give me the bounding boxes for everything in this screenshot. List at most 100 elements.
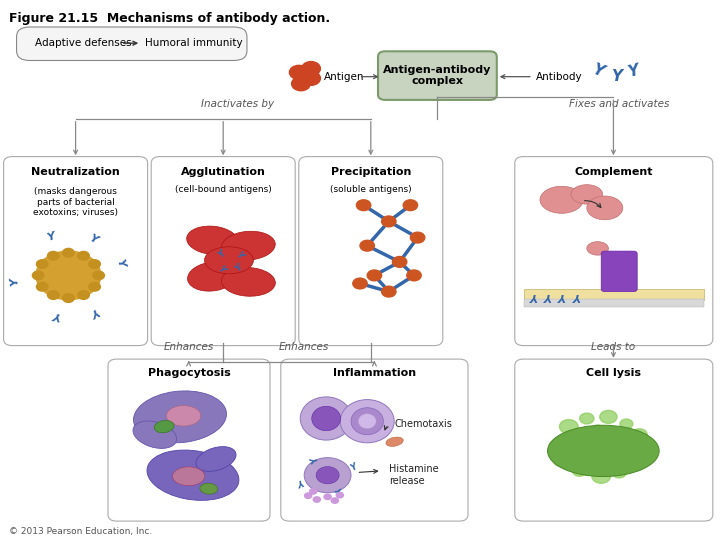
Ellipse shape xyxy=(222,231,275,260)
Circle shape xyxy=(356,200,371,211)
Circle shape xyxy=(353,278,367,289)
FancyBboxPatch shape xyxy=(4,157,148,346)
Circle shape xyxy=(620,419,633,429)
Circle shape xyxy=(382,216,396,227)
Ellipse shape xyxy=(351,408,383,435)
Circle shape xyxy=(36,251,101,300)
Circle shape xyxy=(89,260,100,268)
Circle shape xyxy=(549,441,562,450)
FancyBboxPatch shape xyxy=(601,251,637,292)
Text: Y: Y xyxy=(590,61,606,79)
Bar xyxy=(524,299,704,307)
Text: Y: Y xyxy=(572,291,580,301)
Circle shape xyxy=(336,492,343,498)
Text: Fixes and activates: Fixes and activates xyxy=(569,99,670,109)
Circle shape xyxy=(613,428,625,436)
Text: Figure 21.15  Mechanisms of antibody action.: Figure 21.15 Mechanisms of antibody acti… xyxy=(9,12,330,25)
Circle shape xyxy=(612,467,626,478)
Circle shape xyxy=(37,260,48,268)
Circle shape xyxy=(592,425,603,434)
Circle shape xyxy=(572,465,587,476)
Ellipse shape xyxy=(540,186,583,213)
Circle shape xyxy=(32,271,44,280)
Circle shape xyxy=(48,252,59,260)
Ellipse shape xyxy=(200,483,217,494)
Text: © 2013 Pearson Education, Inc.: © 2013 Pearson Education, Inc. xyxy=(9,526,153,536)
FancyBboxPatch shape xyxy=(281,359,468,521)
Text: Y: Y xyxy=(52,309,62,321)
Bar xyxy=(524,289,704,300)
Ellipse shape xyxy=(571,185,603,204)
Ellipse shape xyxy=(548,426,660,476)
Circle shape xyxy=(310,489,317,494)
Circle shape xyxy=(580,413,594,424)
Text: Y: Y xyxy=(216,248,228,259)
Ellipse shape xyxy=(133,391,227,443)
Text: Y: Y xyxy=(310,455,320,464)
Text: Humoral immunity: Humoral immunity xyxy=(145,38,243,48)
Text: Y: Y xyxy=(611,69,622,84)
Ellipse shape xyxy=(154,421,174,433)
Circle shape xyxy=(63,248,74,257)
FancyBboxPatch shape xyxy=(515,359,713,521)
Text: Y: Y xyxy=(233,263,245,274)
Text: Leads to: Leads to xyxy=(591,342,636,352)
Circle shape xyxy=(559,420,578,434)
Text: Y: Y xyxy=(88,305,99,318)
Circle shape xyxy=(324,494,331,500)
Text: Chemotaxis: Chemotaxis xyxy=(395,419,452,429)
Text: Neutralization: Neutralization xyxy=(31,167,120,178)
Circle shape xyxy=(331,498,338,503)
Circle shape xyxy=(305,493,312,498)
Text: Y: Y xyxy=(294,476,304,487)
Text: Y: Y xyxy=(331,487,341,496)
Ellipse shape xyxy=(173,467,205,486)
Ellipse shape xyxy=(222,267,275,296)
Text: Antigen-antibody
complex: Antigen-antibody complex xyxy=(383,65,491,86)
Text: Y: Y xyxy=(543,291,552,301)
Text: (cell-bound antigens): (cell-bound antigens) xyxy=(175,185,271,194)
Circle shape xyxy=(48,291,59,299)
Text: Y: Y xyxy=(114,258,126,269)
Circle shape xyxy=(93,271,104,280)
Circle shape xyxy=(592,469,611,483)
Ellipse shape xyxy=(359,414,376,429)
Circle shape xyxy=(78,252,89,260)
Text: Antigen: Antigen xyxy=(324,72,364,82)
Text: Y: Y xyxy=(528,291,537,301)
Text: Y: Y xyxy=(9,277,21,287)
Ellipse shape xyxy=(133,421,176,448)
FancyBboxPatch shape xyxy=(515,157,713,346)
Circle shape xyxy=(292,77,310,91)
Text: Y: Y xyxy=(87,233,99,246)
Ellipse shape xyxy=(587,241,608,255)
Ellipse shape xyxy=(147,450,239,501)
Circle shape xyxy=(626,458,644,471)
Ellipse shape xyxy=(386,437,403,447)
Text: Phagocytosis: Phagocytosis xyxy=(148,368,230,379)
Ellipse shape xyxy=(186,226,238,254)
FancyBboxPatch shape xyxy=(17,27,247,60)
Circle shape xyxy=(367,270,382,281)
Text: Enhances: Enhances xyxy=(163,342,214,352)
Text: Y: Y xyxy=(233,250,245,261)
Text: Complement: Complement xyxy=(575,167,653,178)
Circle shape xyxy=(631,429,647,441)
FancyBboxPatch shape xyxy=(299,157,443,346)
Circle shape xyxy=(37,282,48,291)
Text: Y: Y xyxy=(349,462,359,472)
Text: Adaptive defenses: Adaptive defenses xyxy=(35,38,131,48)
FancyBboxPatch shape xyxy=(378,51,497,100)
Circle shape xyxy=(382,286,396,297)
Text: Inflammation: Inflammation xyxy=(333,368,416,379)
Circle shape xyxy=(553,454,570,467)
Ellipse shape xyxy=(196,447,236,471)
Circle shape xyxy=(89,282,100,291)
Text: Histamine
release: Histamine release xyxy=(389,464,438,486)
FancyBboxPatch shape xyxy=(151,157,295,346)
Ellipse shape xyxy=(305,458,351,492)
Ellipse shape xyxy=(316,467,339,484)
Ellipse shape xyxy=(166,406,201,426)
Ellipse shape xyxy=(188,262,237,291)
Circle shape xyxy=(78,291,89,299)
